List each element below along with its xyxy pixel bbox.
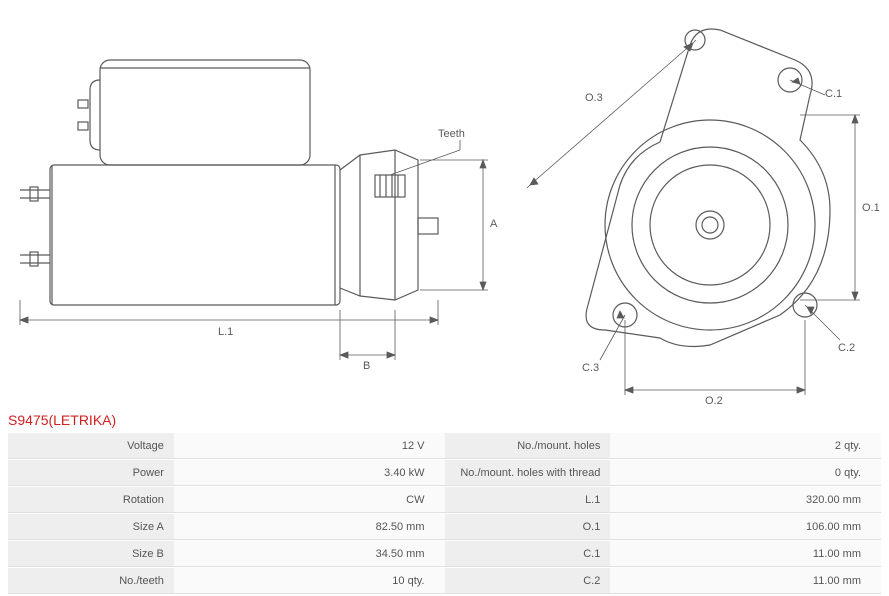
- table-row: L.1320.00 mm: [445, 487, 882, 513]
- label-teeth: Teeth: [438, 128, 465, 140]
- table-row: Voltage12 V: [8, 433, 445, 459]
- spec-value: 34.50 mm: [174, 541, 445, 567]
- label-c2: C.2: [838, 342, 855, 354]
- label-o2: O.2: [705, 395, 723, 407]
- spec-label: Size A: [8, 514, 174, 540]
- spec-label: C.2: [445, 568, 611, 594]
- table-row: Size B34.50 mm: [8, 541, 445, 567]
- table-row: No./teeth10 qty.: [8, 568, 445, 594]
- table-row: O.1106.00 mm: [445, 514, 882, 540]
- spec-label: Size B: [8, 541, 174, 567]
- product-title: S9475(LETRIKA): [8, 412, 116, 428]
- label-b: B: [363, 360, 370, 372]
- label-c1: C.1: [825, 88, 842, 100]
- spec-value: 82.50 mm: [174, 514, 445, 540]
- label-o1: O.1: [862, 202, 880, 214]
- spec-label: Voltage: [8, 433, 174, 459]
- table-row: Size A82.50 mm: [8, 514, 445, 540]
- label-c3: C.3: [582, 362, 599, 374]
- spec-value: 320.00 mm: [610, 487, 881, 513]
- spec-label: L.1: [445, 487, 611, 513]
- label-o3: O.3: [585, 92, 603, 104]
- table-row: C.111.00 mm: [445, 541, 882, 567]
- spec-value: 12 V: [174, 433, 445, 459]
- spec-label: C.1: [445, 541, 611, 567]
- spec-label: Rotation: [8, 487, 174, 513]
- label-l1: L.1: [218, 326, 233, 338]
- table-row: RotationCW: [8, 487, 445, 513]
- spec-label: Power: [8, 460, 174, 486]
- spec-value: 10 qty.: [174, 568, 445, 594]
- spec-value: CW: [174, 487, 445, 513]
- spec-table-right: No./mount. holes2 qty.No./mount. holes w…: [445, 432, 882, 595]
- spec-value: 11.00 mm: [610, 541, 881, 567]
- spec-label: No./mount. holes: [445, 433, 611, 459]
- table-row: No./mount. holes2 qty.: [445, 433, 882, 459]
- spec-value: 11.00 mm: [610, 568, 881, 594]
- spec-tables: Voltage12 VPower3.40 kWRotationCWSize A8…: [8, 432, 881, 595]
- spec-table-left: Voltage12 VPower3.40 kWRotationCWSize A8…: [8, 432, 445, 595]
- spec-value: 106.00 mm: [610, 514, 881, 540]
- diagram-area: Teeth A L.1 B O.3 C.1 O.1 C.2 C.3 O.2: [0, 0, 889, 410]
- technical-drawings: [0, 0, 889, 410]
- spec-label: No./teeth: [8, 568, 174, 594]
- spec-label: O.1: [445, 514, 611, 540]
- label-a: A: [490, 218, 497, 230]
- spec-value: 3.40 kW: [174, 460, 445, 486]
- table-row: C.211.00 mm: [445, 568, 882, 594]
- spec-value: 0 qty.: [610, 460, 881, 486]
- table-row: No./mount. holes with thread0 qty.: [445, 460, 882, 486]
- table-row: Power3.40 kW: [8, 460, 445, 486]
- spec-value: 2 qty.: [610, 433, 881, 459]
- spec-label: No./mount. holes with thread: [445, 460, 611, 486]
